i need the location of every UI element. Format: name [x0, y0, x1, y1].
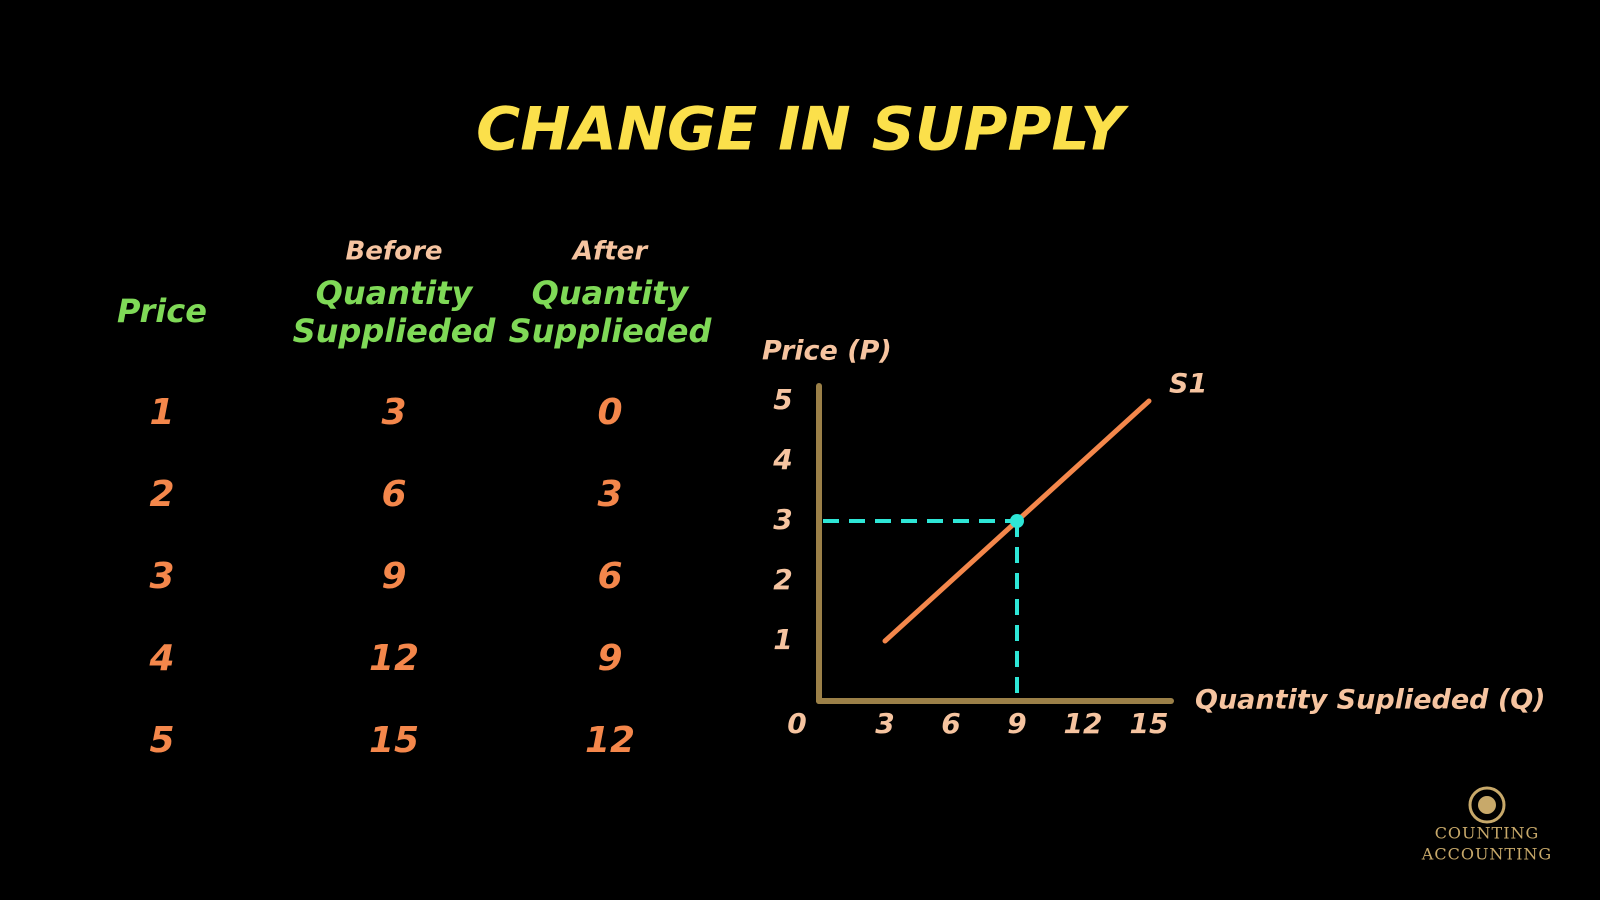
logo-text: ACCOUNTING	[1421, 845, 1552, 864]
table-cell: 6	[597, 556, 622, 597]
column-note: After	[571, 237, 649, 267]
x-tick-label: 0	[787, 707, 806, 740]
table-cell: 3	[597, 474, 622, 515]
slide-title: CHANGE IN SUPPLY	[476, 95, 1129, 165]
table-cell: 0	[597, 392, 622, 433]
table-cell: 6	[381, 474, 406, 515]
x-axis-label: Quantity Suplieded (Q)	[1195, 685, 1546, 716]
table-cell: 5	[149, 720, 174, 761]
x-tick-label: 6	[941, 707, 960, 740]
logo-emblem	[1468, 786, 1506, 824]
table-cell: 3	[149, 556, 174, 597]
y-axis-label: Price (P)	[762, 336, 892, 367]
y-tick-label: 3	[773, 503, 792, 536]
table-cell: 1	[149, 392, 174, 433]
column-note: Before	[345, 237, 442, 267]
column-header: Price	[117, 292, 207, 330]
y-tick-label: 5	[773, 383, 792, 416]
logo-text: COUNTING	[1435, 824, 1540, 843]
table-cell: 9	[597, 638, 622, 679]
y-tick-label: 1	[773, 623, 792, 656]
table-cell: 3	[381, 392, 406, 433]
table-cell: 9	[381, 556, 406, 597]
x-tick-label: 15	[1130, 707, 1169, 740]
table-cell: 12	[369, 638, 419, 679]
column-header: Supplieded	[293, 312, 497, 350]
table-cell: 12	[585, 720, 635, 761]
y-tick-label: 4	[772, 443, 792, 476]
column-header: Quantity	[316, 274, 474, 312]
logo: COUNTING ACCOUNTING	[1421, 786, 1552, 864]
column-header: Supplieded	[509, 312, 713, 350]
highlight-point	[1010, 514, 1024, 528]
table-cell: 15	[369, 720, 419, 761]
x-tick-label: 3	[875, 707, 894, 740]
table-cell: 2	[149, 474, 174, 515]
logo-emblem-center	[1478, 796, 1496, 814]
x-tick-label: 12	[1064, 707, 1103, 740]
column-header: Quantity	[532, 274, 690, 312]
table-cell: 4	[148, 638, 174, 679]
x-tick-label: 9	[1007, 707, 1026, 740]
y-tick-label: 2	[773, 563, 792, 596]
series-label: S1	[1169, 369, 1207, 400]
